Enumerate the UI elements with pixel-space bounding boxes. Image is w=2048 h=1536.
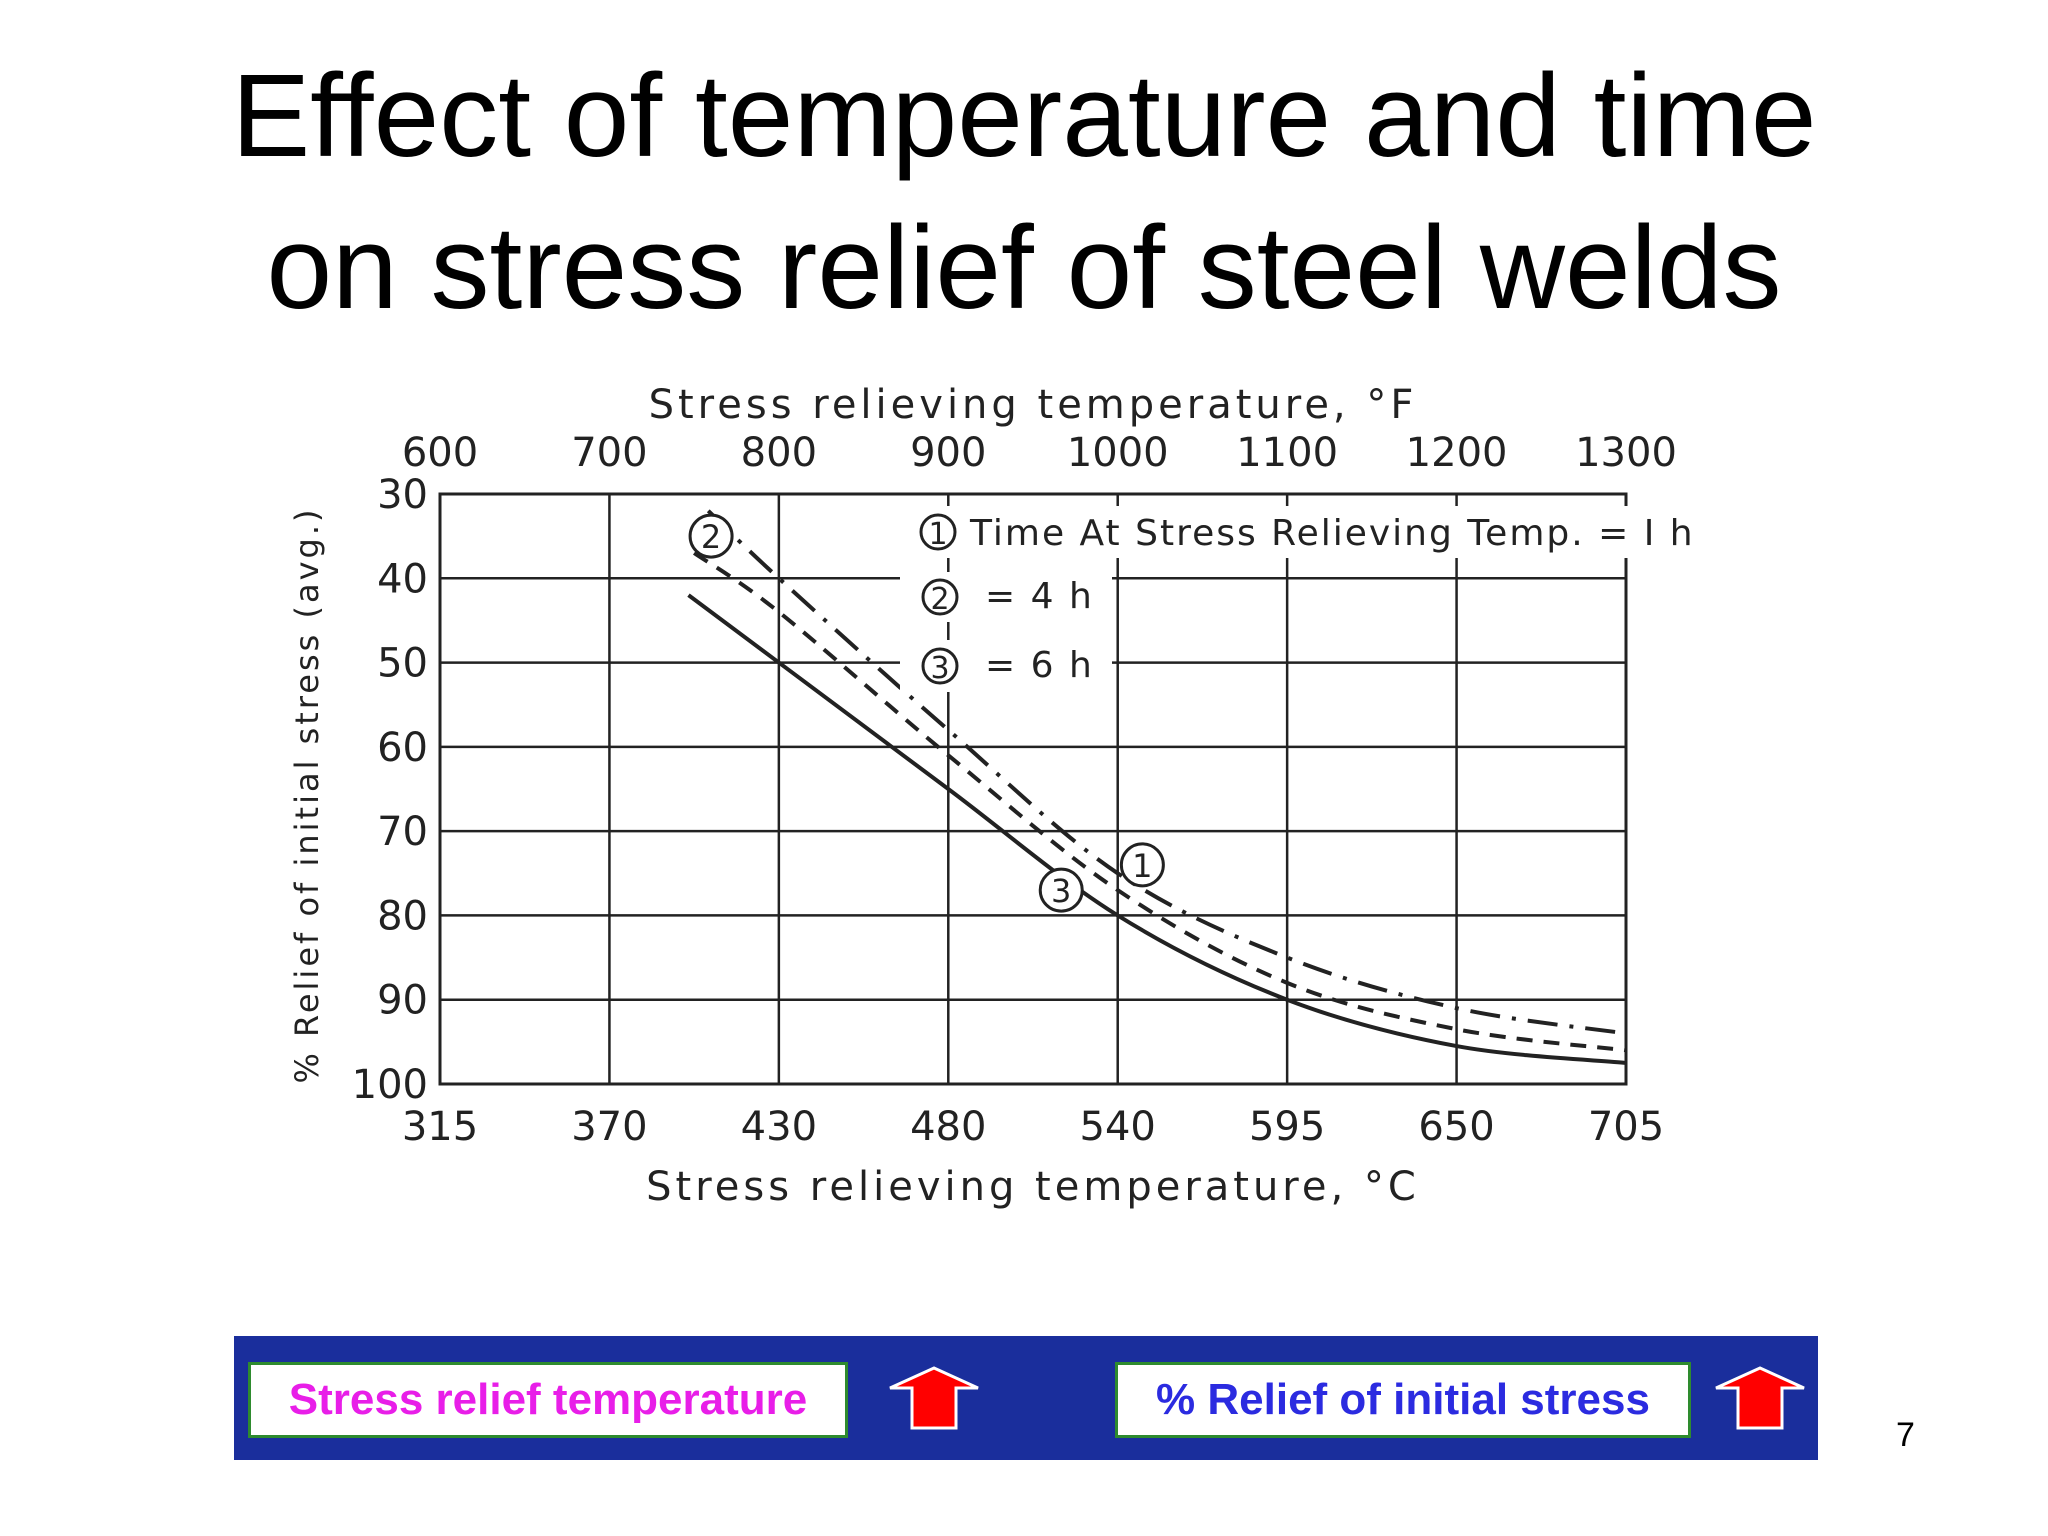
svg-text:3: 3: [930, 651, 949, 686]
x-tick-label: 540: [1080, 1104, 1156, 1150]
legend-marker-1: 1: [919, 513, 957, 552]
legend-label-2: = 4 h: [985, 576, 1094, 617]
y-tick-label: 50: [377, 641, 428, 687]
curve-marker-label-2: 2: [701, 518, 721, 556]
series-line-1: [706, 509, 1627, 1036]
x2-tick-label: 900: [910, 430, 986, 476]
summary-banner: Stress relief temperature % Relief of in…: [234, 1336, 1818, 1460]
plot-frame: [438, 492, 1628, 1086]
x-tick-label: 650: [1418, 1104, 1494, 1150]
x2-axis-title: Stress relieving temperature, °F: [649, 382, 1418, 428]
legend-label-3: = 6 h: [985, 645, 1094, 686]
svg-text:1: 1: [928, 517, 947, 552]
svg-text:2: 2: [930, 582, 949, 617]
legend-marker-2: 2: [921, 578, 959, 617]
red-up-arrow-icon: [1715, 1366, 1805, 1430]
x-tick-label: 705: [1588, 1104, 1664, 1150]
x-tick-label: 430: [741, 1104, 817, 1150]
x2-tick-label: 1100: [1236, 430, 1338, 476]
legend-bg-1: [900, 506, 1740, 558]
x2-tick-label: 1200: [1406, 430, 1508, 476]
y-tick-label: 90: [377, 978, 428, 1024]
series-line-2: [693, 551, 1627, 1053]
x2-tick-label: 700: [571, 430, 647, 476]
title-line-1: Effect of temperature and time: [231, 50, 1817, 182]
y-tick-label: 30: [377, 472, 428, 518]
curve-marker-2: [688, 513, 734, 559]
stress-relief-label: % Relief of initial stress: [1156, 1375, 1650, 1424]
x-tick-label: 370: [571, 1104, 647, 1150]
curve-marker-3: [1038, 867, 1084, 913]
temperature-label-box: Stress relief temperature: [248, 1362, 848, 1438]
curve-marker-label-1: 1: [1132, 847, 1152, 885]
legend: 1 Time At Stress Relieving Temp. = I h 2…: [900, 506, 1740, 692]
legend-label-1: Time At Stress Relieving Temp. = I h: [969, 513, 1695, 554]
slide-number: 7: [1896, 1416, 1915, 1454]
y-tick-label: 60: [377, 725, 428, 771]
curve-marker-1: [1119, 842, 1165, 888]
slide-title: Effect of temperature and time on stress…: [0, 40, 2048, 344]
y-tick-label: 100: [352, 1062, 428, 1108]
x2-tick-label: 800: [741, 430, 817, 476]
x2-tick-label: 1000: [1067, 430, 1169, 476]
series-line-3: [687, 593, 1627, 1065]
curve-marker-label-3: 3: [1051, 872, 1071, 910]
x2-tick-label: 1300: [1575, 430, 1677, 476]
y-tick-label: 80: [377, 893, 428, 939]
x-tick-label: 315: [402, 1104, 478, 1150]
legend-marker-3: 3: [921, 647, 959, 686]
y-tick-label: 70: [377, 809, 428, 855]
y-axis-title: % Relief of initial stress (avg.): [288, 506, 326, 1083]
chart-series: [687, 509, 1627, 1065]
red-up-arrow-icon: [889, 1366, 979, 1430]
title-line-2: on stress relief of steel welds: [266, 202, 1782, 334]
x2-tick-label: 600: [402, 430, 478, 476]
curve-markers: 1 2 3: [688, 513, 1165, 913]
temperature-label: Stress relief temperature: [288, 1375, 808, 1424]
y-tick-label: 40: [377, 556, 428, 602]
x-tick-label: 480: [910, 1104, 986, 1150]
x-axis-title: Stress relieving temperature, °C: [646, 1164, 1420, 1210]
x-tick-label: 595: [1249, 1104, 1325, 1150]
stress-relief-label-box: % Relief of initial stress: [1115, 1362, 1691, 1438]
